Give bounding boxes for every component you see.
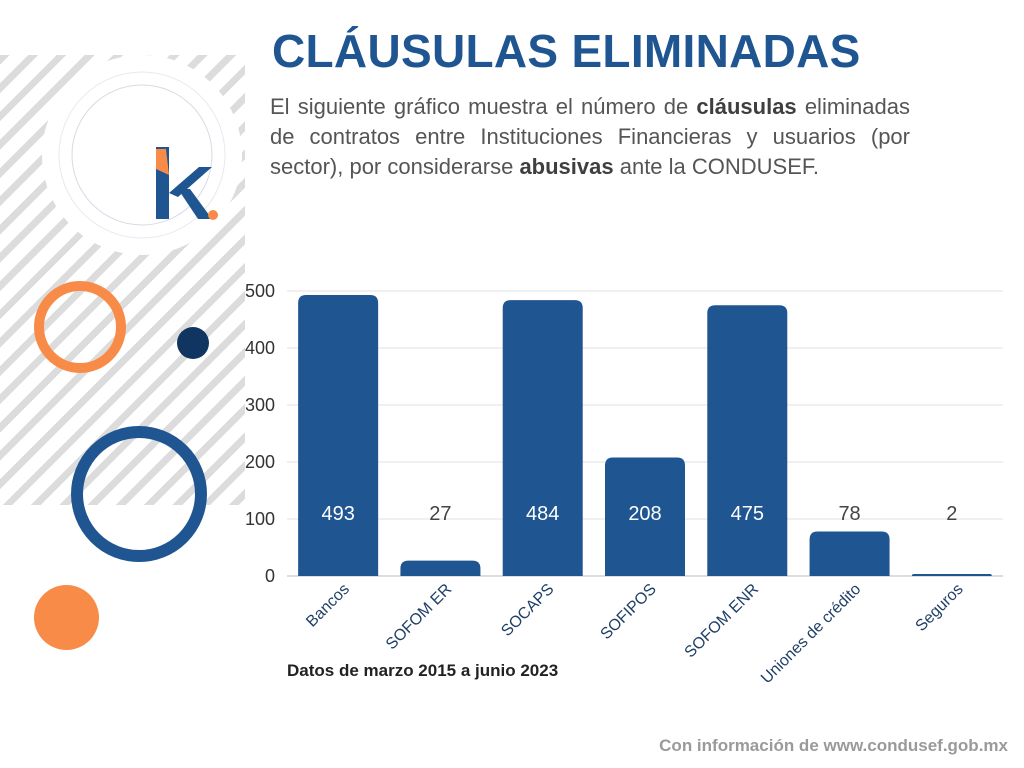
x-tick-label: Seguros (913, 581, 967, 635)
data-label: 493 (321, 503, 354, 525)
bar (298, 294, 379, 576)
x-tick-label: SOCAPS (498, 581, 557, 640)
intro-text-3: ante la CONDUSEF. (613, 154, 820, 179)
orange-dot-decoration (34, 585, 99, 650)
data-label: 484 (526, 503, 559, 525)
bar (502, 300, 583, 576)
bar (400, 560, 481, 576)
data-label: 475 (731, 503, 764, 525)
page-title: CLÁUSULAS ELIMINADAS (272, 25, 861, 77)
orange-ring-decoration (34, 281, 126, 373)
navy-dot-decoration (177, 327, 209, 359)
k-letter-icon (156, 147, 218, 220)
bar (911, 574, 992, 576)
y-tick-label: 0 (265, 566, 275, 586)
data-label: 27 (429, 503, 451, 525)
x-tick-label: Uniones de crédito (758, 581, 864, 687)
intro-paragraph: El siguiente gráfico muestra el número d… (270, 92, 910, 182)
intro-bold-2: abusivas (519, 154, 614, 179)
intro-text-2: eliminadas de contratos entre Institucio… (270, 94, 910, 179)
logo-ring-icon (58, 71, 226, 239)
y-tick-label: 100 (245, 509, 275, 529)
intro-text-1: El siguiente gráfico muestra el número d… (270, 94, 697, 119)
bar (707, 305, 788, 576)
x-tick-label: SOFOM ER (383, 581, 455, 653)
y-tick-label: 300 (245, 395, 275, 415)
intro-bold-1: cláusulas (696, 94, 797, 119)
y-tick-label: 500 (245, 281, 275, 301)
data-label: 78 (838, 503, 860, 525)
y-tick-label: 400 (245, 338, 275, 358)
x-tick-label: SOFIPOS (598, 581, 660, 643)
x-tick-label: SOFOM ENR (682, 581, 763, 662)
x-tick-label: Bancos (303, 581, 353, 631)
bar (809, 531, 890, 576)
y-tick-label: 200 (245, 452, 275, 472)
data-label: 208 (628, 503, 661, 525)
data-period-note: Datos de marzo 2015 a junio 2023 (287, 661, 559, 680)
source-note: Con información de www.condusef.gob.mx (659, 736, 1008, 755)
bar (605, 457, 685, 576)
data-label: 2 (946, 503, 957, 525)
kosmos-logo (42, 55, 242, 255)
